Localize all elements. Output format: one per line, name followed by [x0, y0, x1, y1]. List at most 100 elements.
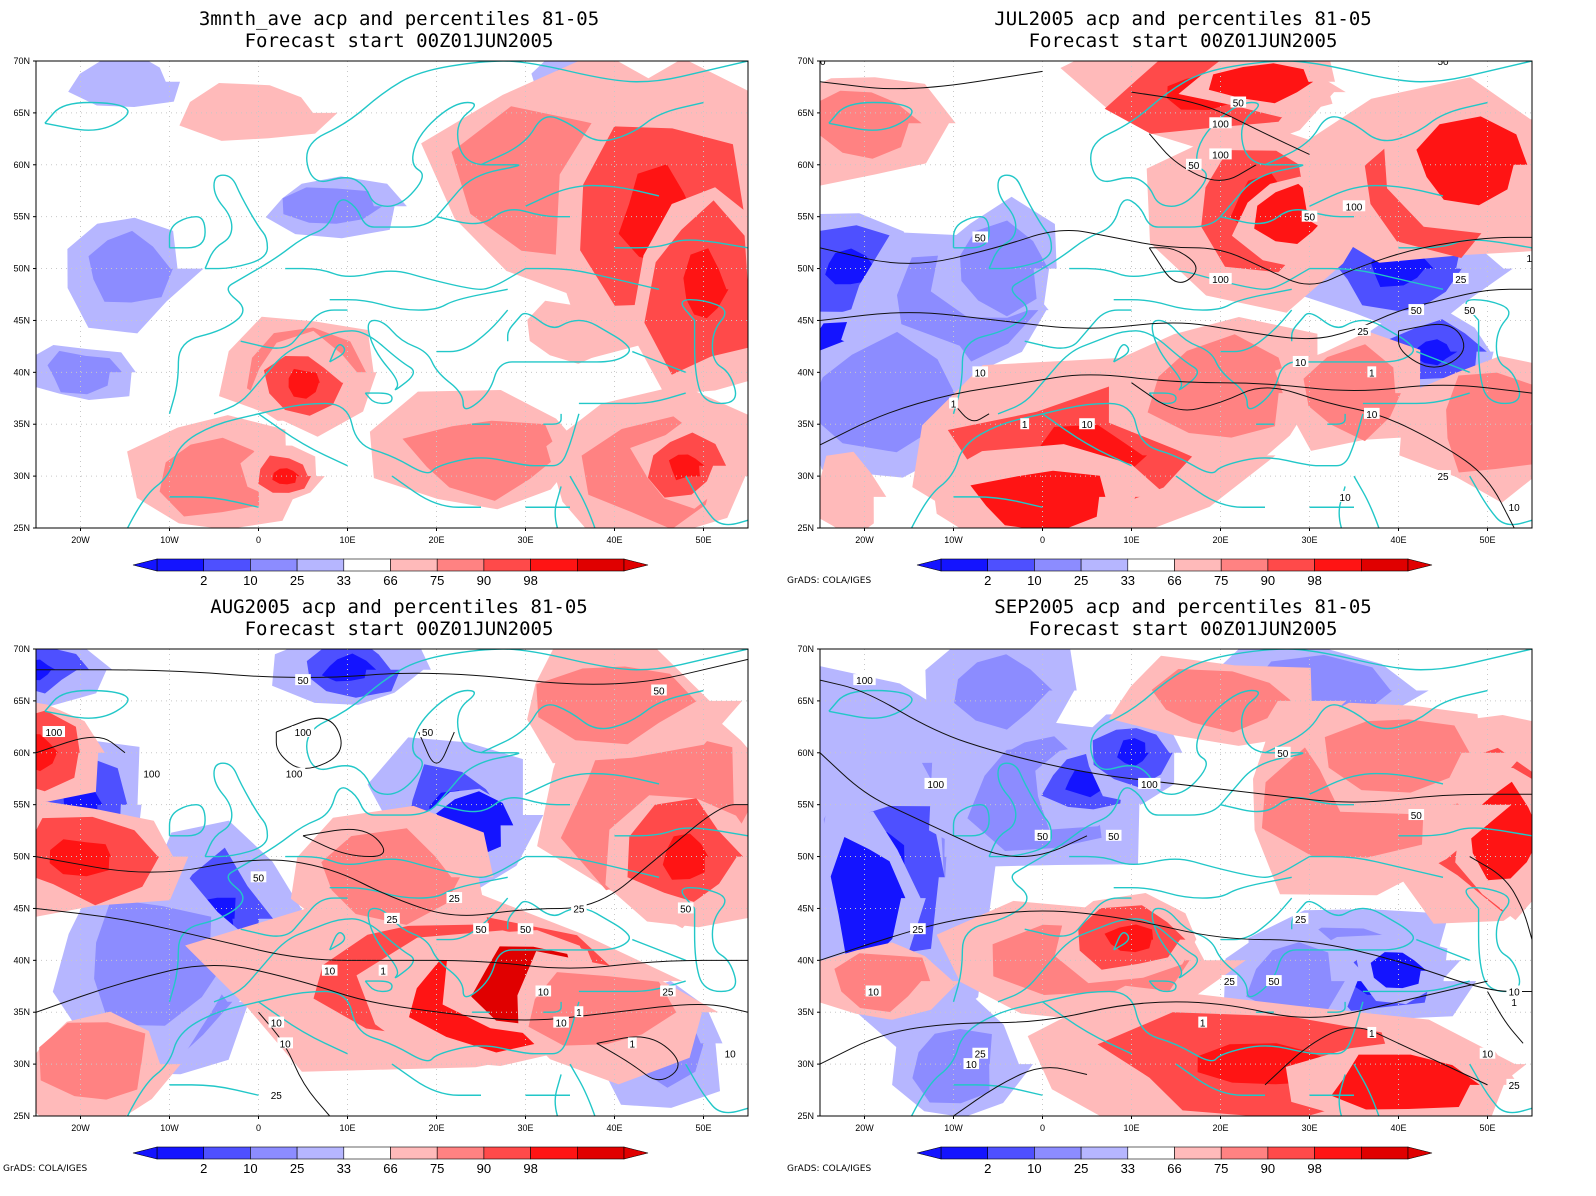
contour-label-bg: [268, 1089, 285, 1101]
panel-subtitle: Forecast start 00Z01JUN2005: [244, 30, 554, 52]
legend-bin: [1174, 558, 1222, 572]
legend-bin: [390, 558, 438, 572]
coastline: [997, 312, 1415, 415]
legend-label: 66: [383, 1161, 397, 1176]
legend-bin: [940, 1146, 989, 1160]
coastline: [1220, 209, 1354, 225]
lat-label: 30N: [797, 471, 814, 481]
legend-label: 66: [1167, 1161, 1181, 1176]
coastline: [1416, 938, 1470, 961]
legend-label: 2: [984, 1161, 991, 1176]
coastline: [953, 496, 1043, 508]
lon-label: 20E: [1212, 1123, 1228, 1133]
contour-label: 100: [143, 770, 160, 781]
contour-label-bg: [553, 1016, 569, 1028]
lon-label: 20E: [1212, 535, 1228, 545]
contour-label: 50: [814, 57, 826, 68]
lon-label: 50E: [1479, 535, 1495, 545]
coastline: [1069, 855, 1310, 879]
contour-label-bg: [42, 726, 65, 738]
legend-label: 90: [1261, 573, 1275, 588]
coastline: [285, 855, 526, 879]
coastline: [953, 1084, 1043, 1096]
contour-label: 1: [380, 967, 386, 978]
contour-label: 50: [1277, 749, 1289, 760]
percentile-patch: [1446, 372, 1532, 473]
coastline: [1398, 827, 1532, 837]
contour-label: 10: [975, 368, 987, 379]
contour-label: 25: [449, 894, 461, 905]
legend-arrow-right: [1407, 558, 1433, 572]
contour-label: 25: [1295, 915, 1307, 926]
coastline: [578, 392, 686, 405]
legend-label: 33: [337, 1161, 351, 1176]
percentile-patch: [47, 350, 123, 395]
map-frame: [35, 60, 749, 529]
map-panel: SEP2005 acp and percentiles 81-05 Forecas…: [784, 588, 1582, 1186]
lon-label: 40E: [606, 535, 622, 545]
lat-label: 60N: [13, 748, 30, 758]
coastline: [1338, 486, 1346, 528]
contour-label-bg: [972, 366, 988, 378]
coastlines: [828, 61, 1532, 528]
percentile-patch: [662, 833, 709, 880]
contour-label-bg: [1292, 912, 1309, 924]
legend-bin: [1034, 1146, 1082, 1160]
contour-line: [596, 1036, 679, 1081]
contour-line: [820, 374, 1532, 446]
coastline: [681, 298, 737, 405]
coastline: [1353, 1063, 1380, 1116]
coastline: [44, 689, 129, 719]
legend-label: 10: [243, 573, 257, 588]
contour-label-bg: [627, 1037, 637, 1049]
contour-label-bg: [1230, 96, 1247, 108]
coastline: [1309, 184, 1444, 207]
legend-bin: [1034, 558, 1082, 572]
legend-label: 98: [523, 573, 537, 588]
contour-line: [1398, 323, 1465, 368]
contour-line: [418, 731, 455, 764]
legend-colorbar: 2 10 25 33 66 75 90 98: [132, 1146, 649, 1176]
percentile-patch: [282, 187, 383, 224]
contour-line: [302, 828, 385, 858]
lat-label: 45N: [13, 315, 30, 325]
legend-label: 75: [430, 1161, 444, 1176]
contour-line: [820, 980, 1488, 1065]
lon-label: 40E: [606, 1123, 622, 1133]
coastline: [1338, 1074, 1346, 1116]
contour-label: 10: [1482, 1050, 1494, 1061]
coastlines: [44, 61, 748, 528]
contour-label-bg: [277, 1037, 293, 1049]
contour-line: [1131, 91, 1310, 155]
legend-label: 75: [1214, 1161, 1228, 1176]
lat-label: 40N: [13, 367, 30, 377]
contour-label-bg: [250, 871, 267, 883]
coastline: [828, 689, 913, 719]
contour-label-bg: [853, 674, 876, 686]
lat-label: 30N: [13, 471, 30, 481]
legend-bin: [1360, 558, 1409, 572]
lat-label: 45N: [797, 315, 814, 325]
coastline: [632, 350, 686, 373]
contour-label: 50: [1268, 977, 1280, 988]
contour-label: 10: [271, 1019, 283, 1030]
coastline: [126, 990, 580, 1116]
lat-label: 35N: [797, 1007, 814, 1017]
legend-arrow-left: [132, 1146, 158, 1160]
percentile-patch: [36, 649, 90, 694]
lon-label: 10W: [160, 1123, 179, 1133]
legend-bin: [576, 1146, 625, 1160]
coastline: [1113, 931, 1130, 951]
contour-label: 25: [1509, 1081, 1521, 1092]
contour-line: [1264, 1027, 1488, 1086]
legend-label: 90: [477, 573, 491, 588]
lon-label: 10E: [339, 535, 355, 545]
contour-label-bg: [1266, 975, 1282, 987]
lon-label: 50E: [695, 535, 711, 545]
lat-label: 45N: [13, 903, 30, 913]
legend-bin: [576, 558, 625, 572]
contour-label-bg: [1034, 829, 1051, 841]
lat-label: 50N: [13, 264, 30, 274]
